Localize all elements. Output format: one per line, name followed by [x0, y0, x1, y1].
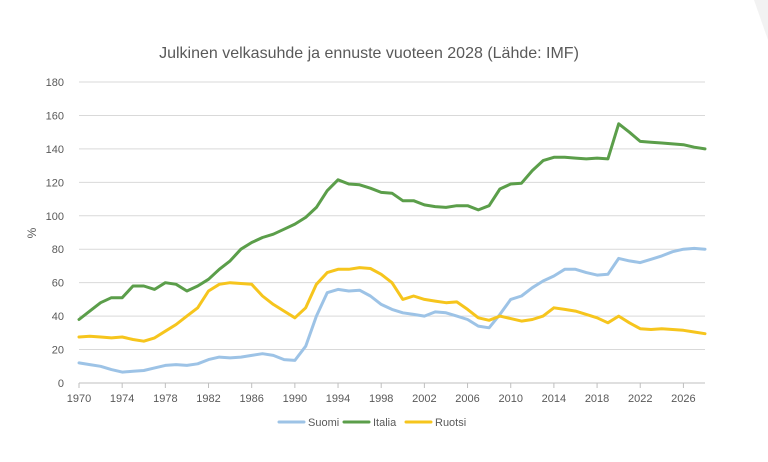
x-tick-label: 1974 [110, 393, 134, 405]
y-tick-label: 80 [52, 244, 64, 256]
y-tick-label: 120 [46, 177, 64, 189]
x-tick-label: 2006 [455, 393, 479, 405]
y-tick-label: 100 [46, 211, 64, 223]
y-tick-label: 20 [52, 345, 64, 357]
series-lines [77, 122, 707, 374]
x-tick-label: 2002 [412, 393, 436, 405]
series-line-italia [77, 122, 707, 321]
x-tick-label: 2026 [671, 393, 695, 405]
legend-label-italia: Italia [373, 417, 397, 429]
y-tick-label: 0 [58, 378, 64, 390]
series-line-suomi [77, 246, 707, 374]
y-axis-ticks: 0 20 40 60 80 100 120 140 160 180 [46, 77, 64, 390]
y-tick-label: 140 [46, 144, 64, 156]
legend: Suomi Italia Ruotsi [277, 417, 466, 429]
y-tick-label: 160 [46, 110, 64, 122]
x-tick-label: 2014 [542, 393, 566, 405]
x-tick-label: 1978 [153, 393, 177, 405]
y-tick-label: 40 [52, 311, 64, 323]
x-tick-label: 2018 [585, 393, 609, 405]
series-line-ruotsi [77, 266, 707, 343]
y-axis-label: % [25, 227, 39, 238]
x-tick-label: 1998 [369, 393, 393, 405]
y-tick-label: 180 [46, 77, 64, 89]
x-tick-label: 1982 [196, 393, 220, 405]
x-tick-label: 1986 [239, 393, 263, 405]
x-tick-label: 1990 [283, 393, 307, 405]
x-tick-label: 1970 [67, 393, 91, 405]
x-tick-label: 2022 [628, 393, 652, 405]
legend-label-suomi: Suomi [308, 417, 339, 429]
x-axis-ticks: 1970 1974 1978 1982 1986 1990 1994 1998 2002 2006… [67, 383, 696, 405]
legend-label-ruotsi: Ruotsi [435, 417, 466, 429]
gridlines [79, 81, 705, 384]
x-tick-label: 1994 [326, 393, 350, 405]
page-corner-decoration [754, 0, 768, 40]
chart-title: Julkinen velkasuhde ja ennuste vuoteen 2… [159, 45, 579, 62]
y-tick-label: 60 [52, 278, 64, 290]
x-tick-label: 2010 [498, 393, 522, 405]
